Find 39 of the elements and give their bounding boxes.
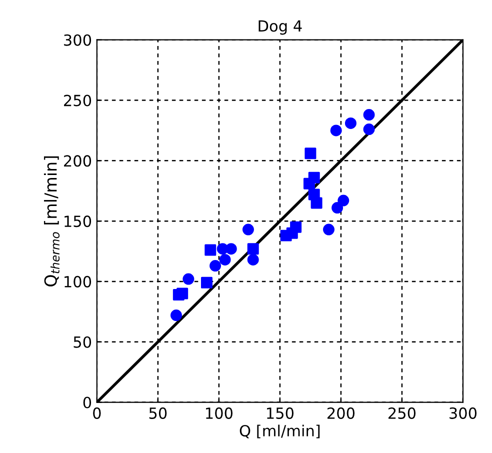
point (182, 273, 194, 285)
y-axis-title: Q$_{thermo}$ [ml/min] (44, 156, 60, 286)
point (176, 288, 188, 300)
y-tick-label: 50 (74, 336, 92, 348)
point (363, 109, 375, 121)
x-tick-label: 200 (327, 407, 355, 419)
point (330, 124, 342, 136)
point (247, 243, 259, 255)
point (242, 224, 254, 236)
point (225, 243, 237, 255)
point (204, 244, 216, 256)
x-tick-label: 250 (388, 407, 416, 419)
point (210, 260, 222, 272)
y-tick-label: 250 (64, 94, 92, 106)
x-tick-label: 50 (149, 407, 167, 419)
x-tick-label: 0 (93, 407, 101, 419)
point (200, 276, 212, 288)
x-axis-title: Q [ml/min] (240, 424, 320, 438)
y-tick-label: 150 (64, 216, 92, 228)
x-tick-label: 150 (267, 407, 294, 419)
point (304, 148, 316, 160)
y-tick-label: 0 (83, 396, 92, 408)
y-tick-label: 300 (64, 34, 92, 46)
point (332, 202, 344, 214)
y-tick-label: 100 (64, 276, 92, 288)
point (338, 194, 350, 206)
point (219, 254, 231, 266)
chart-title: Dog 4 (258, 20, 302, 35)
point (308, 172, 320, 184)
point (344, 117, 356, 129)
y-tick-label: 200 (64, 155, 92, 167)
point (310, 197, 322, 209)
x-tick-label: 300 (450, 407, 477, 419)
point (290, 221, 302, 233)
point (170, 310, 182, 322)
x-tick-label: 100 (206, 407, 233, 419)
point (247, 254, 259, 266)
point (363, 124, 375, 135)
point (323, 224, 334, 236)
